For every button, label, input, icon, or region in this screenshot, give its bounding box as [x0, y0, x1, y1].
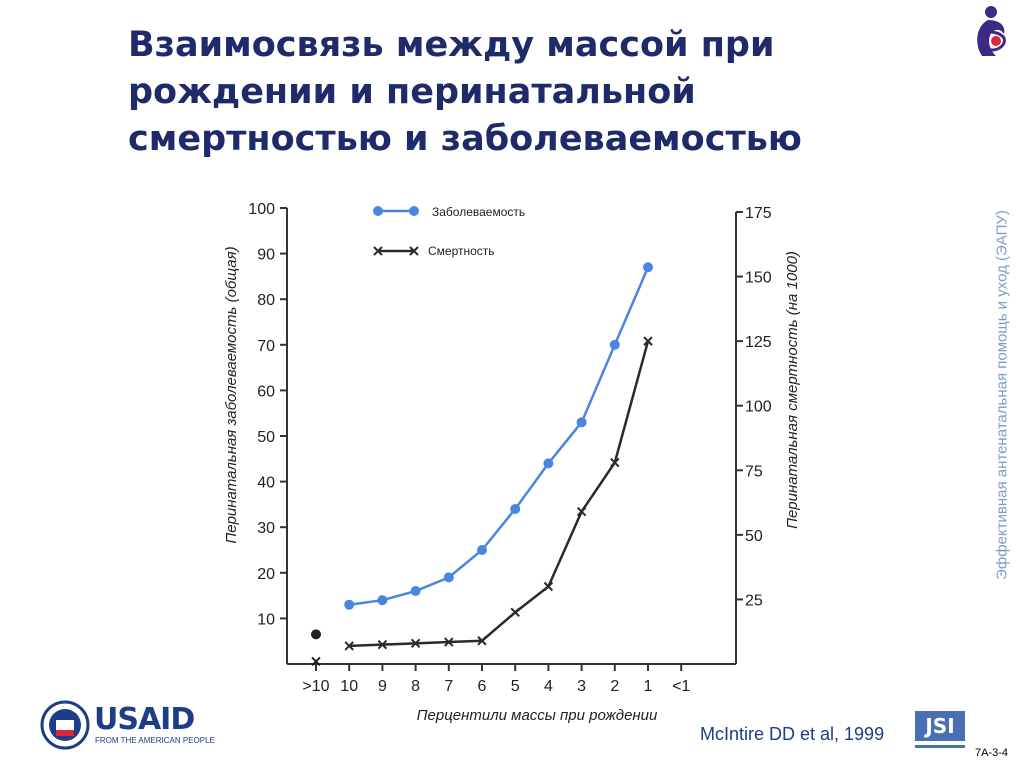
jsi-logo: JSI — [915, 711, 965, 745]
legend-marker-0 — [409, 206, 419, 216]
data-point — [410, 586, 421, 597]
data-point — [477, 545, 487, 555]
legend-marker-0 — [373, 206, 383, 216]
y-left-tick-label: 40 — [257, 475, 275, 492]
data-point — [643, 336, 653, 346]
x-tick-label: 7 — [444, 678, 453, 695]
y-left-tick-label: 20 — [257, 566, 275, 583]
x-tick-label: 1 — [644, 678, 653, 695]
y-right-tick-label: 50 — [745, 528, 763, 545]
y-left-tick-label: 70 — [257, 338, 275, 355]
y-right-tick-label: 125 — [745, 334, 772, 351]
y-left-tick-label: 30 — [257, 520, 275, 537]
title-line: Взаимосвязь между массой при — [128, 25, 775, 65]
data-point — [610, 457, 620, 468]
title-line: смертностью и заболеваемостью — [128, 119, 802, 159]
slide-title: Взаимосвязь между массой при рождении и … — [128, 22, 908, 163]
data-point — [510, 503, 521, 514]
extra-point — [311, 656, 321, 667]
legend-label-0: Заболеваемость — [432, 205, 525, 219]
x-tick-label: >10 — [302, 678, 329, 695]
legend-marker-1 — [409, 246, 419, 256]
y-left-tick-label: 100 — [248, 201, 275, 218]
y-right-tick-label: 75 — [745, 463, 763, 480]
data-point — [510, 607, 520, 618]
x-tick-label: 4 — [544, 678, 553, 695]
x-tick-label: 5 — [511, 678, 520, 695]
data-point — [444, 637, 454, 647]
x-tick-label: <1 — [672, 678, 690, 695]
data-point — [576, 417, 587, 428]
title-line: рождении и перинатальной — [128, 72, 696, 112]
usaid-logo: USAID FROM THE AMERICAN PEOPLE — [40, 700, 215, 750]
data-point — [543, 458, 554, 469]
citation: McIntire DD et al, 1999 — [700, 724, 885, 744]
y-left-tick-label: 90 — [257, 247, 275, 264]
y-left-tick-label: 10 — [257, 611, 275, 628]
data-point — [377, 595, 388, 606]
mother-child-logo-icon — [977, 6, 1006, 56]
data-point — [643, 262, 653, 273]
y-left-axis-title: Перинатальная заболеваемость (общая) — [223, 246, 240, 543]
x-tick-label: 8 — [411, 678, 420, 695]
y-right-tick-label: 100 — [745, 399, 772, 416]
slide-number: 7A-3-4 — [975, 747, 1009, 759]
y-right-axis-title: Перинатальная смертность (на 1000) — [784, 251, 801, 529]
x-tick-label: 2 — [610, 678, 619, 695]
y-left-tick-label: 60 — [257, 383, 275, 400]
data-point — [344, 641, 354, 651]
usaid-seal-icon — [40, 700, 90, 750]
data-point — [410, 638, 421, 649]
data-point — [344, 599, 355, 610]
x-tick-label: 10 — [340, 678, 358, 695]
legend-label-1: Смертность — [428, 244, 495, 258]
y-left-tick-label: 50 — [257, 429, 275, 446]
x-tick-label: 3 — [577, 678, 586, 695]
data-point — [576, 506, 587, 517]
series-line-1 — [349, 340, 650, 648]
series-line-0 — [349, 266, 650, 606]
data-point — [377, 639, 388, 650]
legend-marker-1 — [373, 246, 383, 256]
usaid-wordmark: USAID — [94, 702, 195, 737]
extra-point — [311, 629, 321, 640]
x-tick-label: 9 — [378, 678, 387, 695]
y-right-tick-label: 25 — [745, 592, 763, 609]
x-axis-title: Перцентили массы при рождении — [417, 707, 658, 724]
usaid-tagline: FROM THE AMERICAN PEOPLE — [95, 736, 215, 745]
data-point — [609, 339, 620, 350]
data-point — [477, 636, 487, 646]
x-tick-label: 6 — [478, 678, 487, 695]
y-left-tick-label: 80 — [257, 292, 275, 309]
y-right-tick-label: 150 — [745, 270, 772, 287]
data-point — [443, 572, 454, 583]
data-point — [543, 581, 554, 592]
y-right-tick-label: 175 — [745, 205, 772, 222]
